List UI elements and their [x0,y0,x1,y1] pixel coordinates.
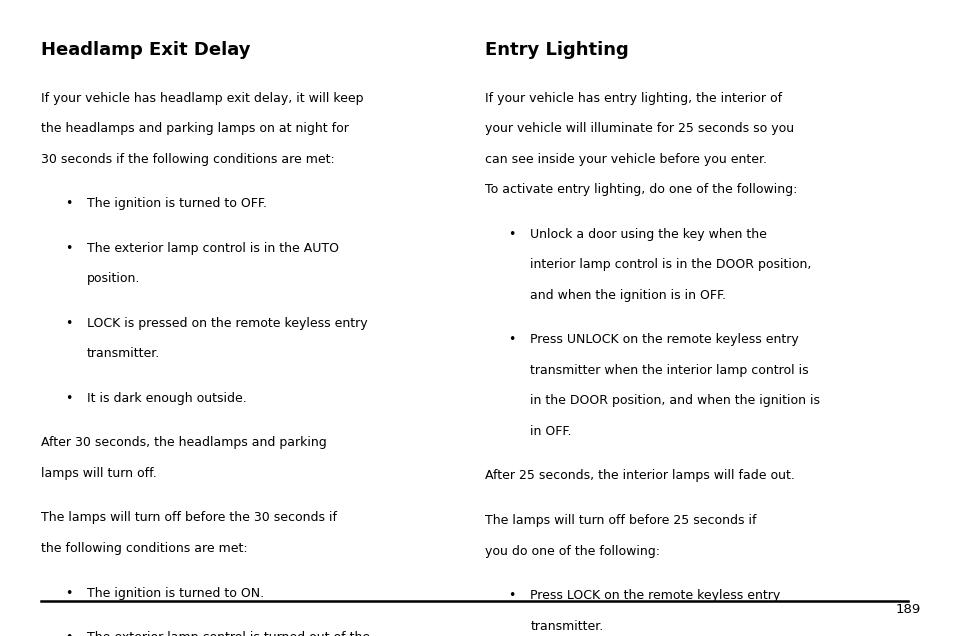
Text: Headlamp Exit Delay: Headlamp Exit Delay [41,41,251,59]
Text: 30 seconds if the following conditions are met:: 30 seconds if the following conditions a… [41,153,335,166]
Text: Press LOCK on the remote keyless entry: Press LOCK on the remote keyless entry [530,589,780,602]
Text: The lamps will turn off before 25 seconds if: The lamps will turn off before 25 second… [484,514,756,527]
Text: position.: position. [87,272,140,286]
Text: 189: 189 [895,603,920,616]
Text: After 30 seconds, the headlamps and parking: After 30 seconds, the headlamps and park… [41,436,327,450]
Text: To activate entry lighting, do one of the following:: To activate entry lighting, do one of th… [484,183,796,197]
Text: you do one of the following:: you do one of the following: [484,544,659,558]
Text: •: • [65,631,72,636]
Text: •: • [508,589,516,602]
Text: and when the ignition is in OFF.: and when the ignition is in OFF. [530,289,726,302]
Text: •: • [65,242,72,255]
Text: Unlock a door using the key when the: Unlock a door using the key when the [530,228,766,241]
Text: in the DOOR position, and when the ignition is: in the DOOR position, and when the ignit… [530,394,820,408]
Text: The exterior lamp control is in the AUTO: The exterior lamp control is in the AUTO [87,242,338,255]
Text: After 25 seconds, the interior lamps will fade out.: After 25 seconds, the interior lamps wil… [484,469,794,483]
Text: transmitter when the interior lamp control is: transmitter when the interior lamp contr… [530,364,808,377]
Text: lamps will turn off.: lamps will turn off. [41,467,156,480]
Text: The exterior lamp control is turned out of the: The exterior lamp control is turned out … [87,631,370,636]
Text: The ignition is turned to ON.: The ignition is turned to ON. [87,586,264,600]
Text: in OFF.: in OFF. [530,425,572,438]
Text: transmitter.: transmitter. [87,347,160,361]
Text: If your vehicle has headlamp exit delay, it will keep: If your vehicle has headlamp exit delay,… [41,92,363,105]
Text: Press UNLOCK on the remote keyless entry: Press UNLOCK on the remote keyless entry [530,333,799,347]
Text: the headlamps and parking lamps on at night for: the headlamps and parking lamps on at ni… [41,122,349,135]
Text: Entry Lighting: Entry Lighting [484,41,628,59]
Text: the following conditions are met:: the following conditions are met: [41,542,248,555]
Text: interior lamp control is in the DOOR position,: interior lamp control is in the DOOR pos… [530,258,811,272]
Text: •: • [65,392,72,405]
Text: your vehicle will illuminate for 25 seconds so you: your vehicle will illuminate for 25 seco… [484,122,793,135]
Text: •: • [65,197,72,211]
Text: If your vehicle has entry lighting, the interior of: If your vehicle has entry lighting, the … [484,92,781,105]
Text: •: • [508,228,516,241]
Text: transmitter.: transmitter. [530,619,603,633]
Text: The ignition is turned to OFF.: The ignition is turned to OFF. [87,197,267,211]
Text: •: • [65,586,72,600]
Text: can see inside your vehicle before you enter.: can see inside your vehicle before you e… [484,153,766,166]
Text: LOCK is pressed on the remote keyless entry: LOCK is pressed on the remote keyless en… [87,317,367,330]
Text: •: • [508,333,516,347]
Text: The lamps will turn off before the 30 seconds if: The lamps will turn off before the 30 se… [41,511,336,525]
Text: It is dark enough outside.: It is dark enough outside. [87,392,246,405]
Text: •: • [65,317,72,330]
